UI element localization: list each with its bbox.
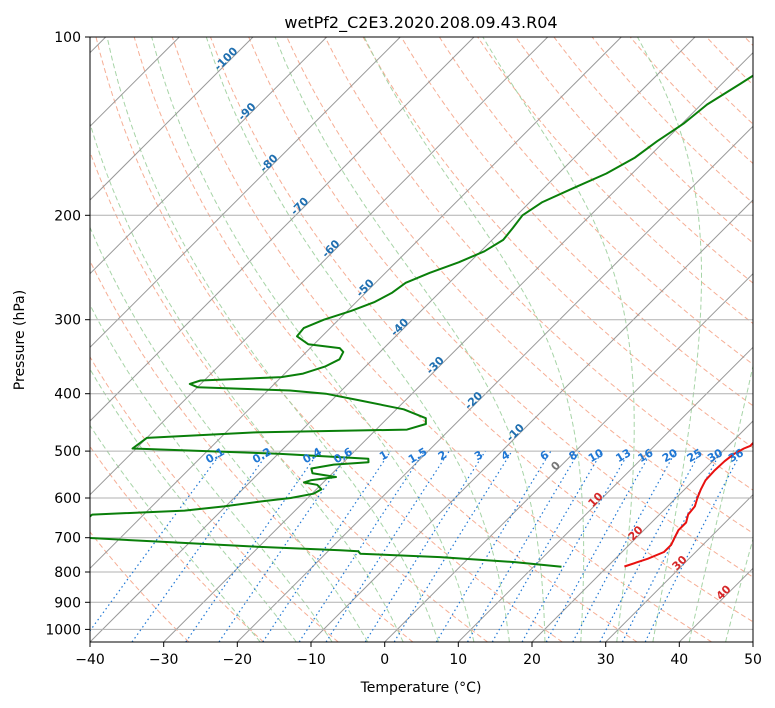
dry-adiabat-line-7 [171, 37, 712, 642]
dry-adiabat-line-9 [248, 37, 753, 578]
axes: −40 −30 −20 −10 0 10 20 30 40 50 1000 900 800 700 600 5… [45, 30, 762, 668]
moist-adiabat-line-3 [90, 226, 369, 642]
mixing-ratio-line-9 [435, 450, 552, 642]
moist-adiabat-line-11 [637, 37, 702, 642]
dry-adiabat-line-14 [438, 37, 753, 365]
moist-adiabat-line-7 [205, 37, 510, 642]
moist-adiabat-line-5 [106, 37, 439, 642]
isotherm-line-9 [90, 37, 475, 422]
isotherm-line-8 [90, 37, 401, 349]
dry-adiabat-line-6 [133, 37, 638, 642]
isotherm-line-7 [90, 37, 328, 275]
mixing-ratio-line-11 [491, 450, 603, 642]
dry-adiabat-line-15 [477, 37, 753, 325]
x-tick-label-0: −40 [75, 652, 105, 668]
dry-adiabat-line-8 [210, 37, 753, 623]
mixing-ratio-line-10 [466, 450, 580, 642]
mixing-ratio-line-12 [521, 450, 631, 642]
temperature-profile-line [624, 441, 753, 568]
isotherm-line-6 [90, 37, 254, 201]
moist-adiabat-line-13 [725, 537, 753, 642]
y-tick-label-9: 100 [54, 30, 81, 46]
mixing-ratio-line-1 [131, 450, 270, 642]
mixing-ratio-line-0 [90, 450, 223, 632]
y-tick-label-7: 300 [54, 313, 81, 329]
mixing-ratio-line-5 [298, 450, 425, 642]
isotherm-line-19 [605, 493, 753, 642]
moist-adiabat-line-1 [90, 368, 297, 642]
dry-adiabat-line-5 [95, 37, 563, 642]
y-tick-label-4: 600 [54, 491, 81, 507]
dry-adiabat-line-11 [324, 37, 753, 491]
dry-adiabat-line-17 [553, 37, 753, 244]
x-tick-label-1: −30 [149, 652, 179, 668]
moist-adiabat-line-6 [151, 37, 475, 642]
isotherm-line-16 [384, 272, 753, 642]
x-tick-label-6: 20 [523, 652, 541, 668]
dry-adiabat-line-13 [400, 37, 753, 407]
plot-area [90, 37, 753, 642]
moist-adiabat-line-8 [274, 37, 546, 642]
moist-adiabat-line-10 [482, 37, 635, 642]
x-tick-label-9: 50 [744, 652, 762, 668]
y-tick-label-5: 500 [54, 444, 81, 460]
chart-title: wetPf2_C2E3.2020.208.09.43.R04 [284, 13, 557, 33]
isotherm-line-14 [236, 125, 753, 642]
isotherm-line-11 [90, 37, 622, 570]
mixing-ratio-line-7 [364, 450, 486, 642]
x-tick-label-8: 40 [670, 652, 688, 668]
y-tick-label-3: 700 [54, 531, 81, 547]
moist-adiabat-line-12 [688, 363, 753, 642]
x-tick-label-3: −10 [296, 652, 326, 668]
mixing-ratio-line-2 [185, 450, 320, 642]
y-tick-label-0: 1000 [45, 622, 81, 638]
moist-adiabat-line-4 [90, 121, 404, 642]
moist-adiabat-line-2 [90, 303, 333, 642]
dry-adiabat-line-2 [90, 355, 339, 642]
mixing-ratio-line-13 [545, 450, 653, 642]
mixing-ratio-line-14 [572, 450, 677, 642]
isotherm-line-17 [457, 346, 753, 642]
x-tick-label-4: 0 [380, 652, 389, 668]
x-axis-label: Temperature (°C) [360, 680, 482, 696]
dry-adiabat-line-10 [286, 37, 753, 534]
plot-frame [89, 36, 754, 643]
dry-adiabat-line-0 [90, 531, 190, 642]
dewpoint-profile-line [90, 74, 753, 568]
y-tick-label-6: 400 [54, 387, 81, 403]
moist-adiabat-line-9 [363, 37, 585, 642]
x-tick-label-5: 10 [449, 652, 467, 668]
x-tick-label-2: −20 [223, 652, 253, 668]
isotherm-line-18 [531, 420, 753, 642]
x-tick-label-7: 30 [597, 652, 615, 668]
y-tick-label-1: 900 [54, 595, 81, 611]
mixing-ratio-line-6 [325, 450, 450, 642]
isotherm-line-15 [310, 199, 753, 642]
isotherm-line-13 [163, 51, 753, 642]
y-tick-label-2: 800 [54, 565, 81, 581]
y-axis-label: Pressure (hPa) [12, 290, 28, 390]
isotherm-line-12 [90, 37, 696, 642]
dry-adiabat-line-18 [591, 37, 753, 204]
isotherm-line-10 [90, 37, 549, 496]
dry-adiabat-line-3 [90, 259, 414, 642]
mixing-ratio-line-8 [393, 450, 513, 642]
y-tick-label-8: 200 [54, 208, 81, 224]
dry-adiabat-line-4 [90, 150, 488, 642]
